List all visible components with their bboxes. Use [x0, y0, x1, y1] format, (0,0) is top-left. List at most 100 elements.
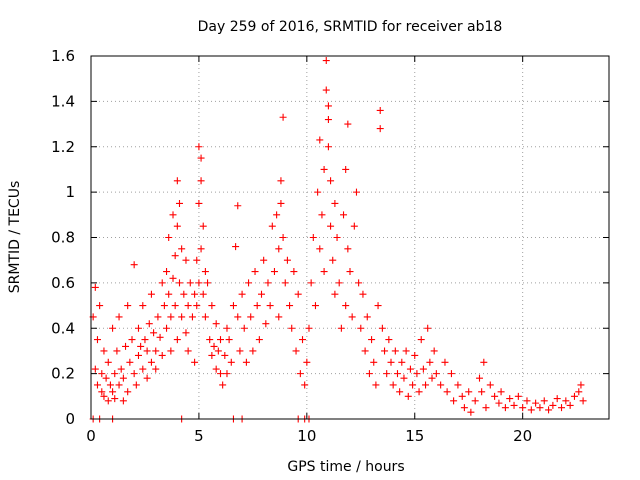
data-point — [100, 392, 108, 400]
data-point — [318, 211, 326, 219]
y-tick-label: 0.2 — [51, 365, 75, 383]
data-point — [165, 290, 173, 298]
data-point — [124, 302, 132, 310]
data-point — [143, 347, 151, 355]
data-point — [270, 268, 278, 276]
data-point — [141, 336, 149, 344]
data-point — [361, 347, 369, 355]
data-point — [167, 347, 175, 355]
data-point — [402, 347, 410, 355]
data-point — [491, 392, 499, 400]
data-point — [197, 177, 205, 185]
data-point — [221, 351, 229, 359]
data-point — [575, 388, 583, 396]
data-point — [93, 336, 101, 344]
data-point — [562, 397, 570, 405]
data-point — [152, 365, 160, 373]
data-point — [132, 381, 140, 389]
data-point — [229, 302, 237, 310]
data-point — [119, 397, 127, 405]
data-point — [225, 336, 233, 344]
x-tick-label: 15 — [405, 427, 424, 445]
data-point — [160, 302, 168, 310]
data-point — [154, 313, 162, 321]
data-point — [404, 392, 412, 400]
data-point — [305, 324, 313, 332]
data-point — [393, 370, 401, 378]
data-point — [335, 279, 343, 287]
data-point — [122, 342, 130, 350]
data-point — [201, 313, 209, 321]
data-point — [152, 347, 160, 355]
data-point — [193, 256, 201, 264]
data-point — [348, 313, 356, 321]
data-point — [342, 165, 350, 173]
y-tick-label: 0.8 — [51, 229, 75, 247]
data-point — [426, 358, 434, 366]
data-point — [165, 234, 173, 241]
data-point — [163, 324, 171, 332]
data-point — [109, 324, 117, 332]
data-point — [126, 358, 134, 366]
data-point — [130, 261, 138, 269]
data-point — [437, 381, 445, 389]
data-point — [104, 397, 112, 405]
data-point — [234, 313, 242, 321]
data-point — [212, 365, 220, 373]
data-point — [359, 290, 367, 298]
data-point — [117, 365, 125, 373]
data-point — [191, 358, 199, 366]
data-point — [294, 290, 302, 298]
data-point — [391, 347, 399, 355]
data-point — [195, 279, 203, 287]
data-point — [217, 336, 224, 344]
data-point — [324, 116, 332, 124]
data-point — [357, 324, 365, 332]
data-point — [322, 86, 330, 94]
data-point — [208, 351, 216, 359]
data-point — [482, 404, 490, 412]
data-point — [381, 347, 389, 355]
data-point — [422, 381, 430, 389]
data-point — [223, 370, 231, 378]
x-tick-label: 10 — [297, 427, 316, 445]
data-point — [331, 199, 339, 207]
data-point — [186, 279, 194, 287]
data-point — [96, 302, 104, 310]
data-point — [255, 336, 263, 344]
data-point — [182, 256, 190, 264]
data-point — [104, 358, 112, 366]
data-point — [277, 177, 285, 185]
data-point — [158, 279, 166, 287]
data-point — [322, 57, 330, 65]
data-point — [143, 374, 151, 382]
x-tick-label: 0 — [86, 427, 96, 445]
data-point — [350, 222, 358, 230]
data-point — [219, 381, 227, 389]
data-point — [501, 404, 509, 412]
data-point — [480, 358, 488, 366]
data-point — [296, 370, 304, 378]
data-point — [258, 290, 266, 298]
data-point — [134, 324, 142, 332]
data-point — [570, 392, 578, 400]
data-point — [266, 302, 274, 310]
data-point — [128, 336, 136, 344]
data-point — [178, 313, 186, 321]
data-point — [217, 370, 224, 378]
data-point — [130, 370, 138, 378]
data-point — [476, 374, 483, 382]
chart-title: Day 259 of 2016, SRMTID for receiver ab1… — [198, 19, 503, 35]
data-point — [156, 333, 164, 341]
data-point — [314, 188, 322, 196]
data-point — [579, 397, 587, 405]
data-point — [111, 370, 119, 378]
data-point — [352, 188, 360, 196]
data-point — [577, 381, 585, 389]
data-point — [432, 370, 440, 378]
data-point — [240, 324, 248, 332]
data-point — [109, 388, 117, 396]
data-point — [409, 381, 417, 389]
data-point — [329, 256, 337, 264]
data-point — [553, 395, 561, 403]
